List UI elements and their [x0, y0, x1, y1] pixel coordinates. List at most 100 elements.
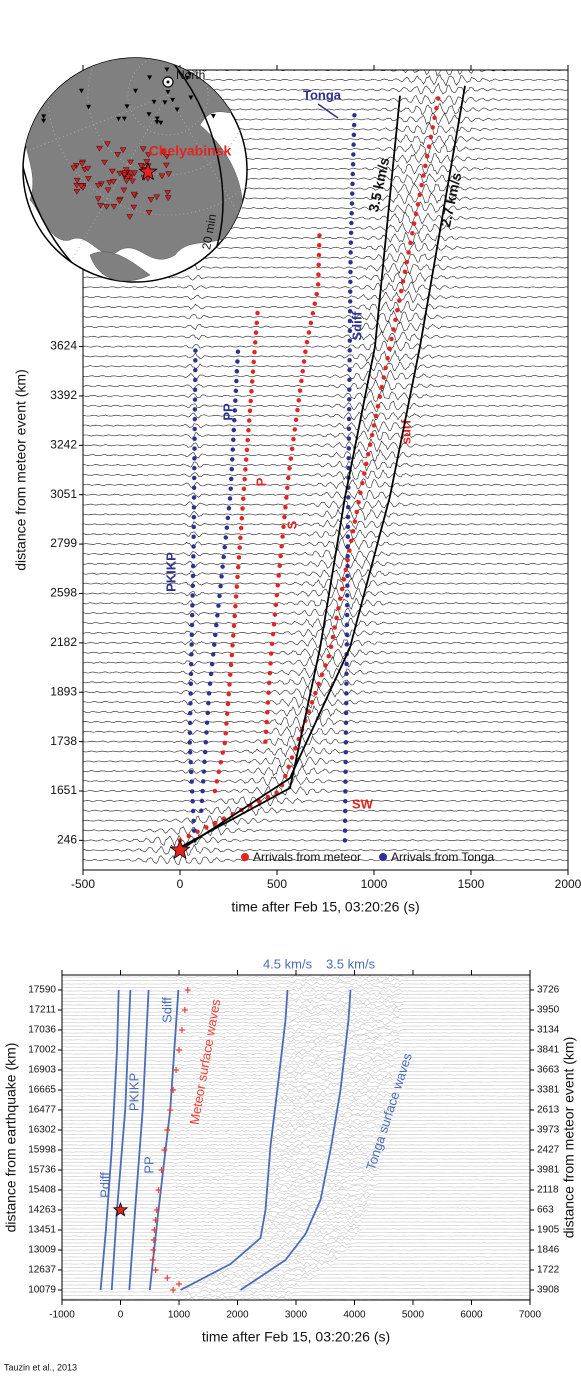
seismogram-trace [83, 378, 568, 392]
background-trace [62, 1093, 530, 1099]
seismogram-trace [83, 834, 568, 848]
cross-marker [178, 1027, 185, 1033]
legend-marker [241, 853, 249, 861]
x-tick-label: 1000 [168, 1310, 191, 1321]
background-trace [62, 1111, 530, 1116]
station [170, 97, 176, 103]
y2-tick-label: 3134 [537, 1025, 560, 1036]
y-axis-label: distance from meteor event (km) [13, 369, 29, 571]
cross-marker [176, 1047, 182, 1053]
station [119, 147, 127, 154]
tonga-arrow [317, 103, 339, 119]
cross-marker [173, 1067, 180, 1073]
x-tick-label: 5000 [402, 1310, 425, 1321]
y2-tick-label: 1722 [537, 1265, 560, 1276]
background-trace [62, 1107, 530, 1113]
station [130, 204, 138, 211]
series-label: Pdiff [97, 1172, 112, 1198]
seismogram-trace [83, 618, 568, 629]
station [109, 48, 114, 53]
y-tick-label: 16903 [28, 1065, 56, 1076]
background-trace [62, 1275, 530, 1281]
seismogram-trace [83, 469, 568, 481]
plot-frame [82, 69, 569, 871]
background-traces [62, 975, 530, 1300]
north-pole-dot [166, 80, 170, 84]
station [158, 173, 166, 180]
background-trace [62, 1265, 530, 1270]
background-trace [62, 995, 530, 1001]
y-tick-label: 17590 [28, 985, 56, 996]
phase-label: Sdiff [349, 311, 364, 341]
seismogram-trace [83, 844, 568, 856]
background-trace [62, 1037, 530, 1043]
background-trace [62, 1230, 530, 1235]
x-tick-label: 3000 [285, 1310, 308, 1321]
series-label: Sdiff [159, 997, 174, 1023]
y-tick-label: 3624 [50, 339, 77, 353]
inset-map [22, 40, 248, 283]
background-trace [62, 1002, 530, 1008]
seismogram-trace [83, 606, 568, 620]
station [109, 50, 114, 55]
station [139, 40, 144, 45]
station [137, 163, 145, 169]
x-tick-label: 0 [177, 877, 184, 891]
background-trace [62, 1058, 530, 1064]
background-trace [62, 1261, 530, 1267]
background-trace [62, 1254, 530, 1260]
background-trace [62, 1097, 530, 1102]
seismogram-trace [83, 411, 568, 421]
arrival-dots [212, 304, 261, 794]
station [104, 141, 111, 147]
seismogram-trace [83, 340, 568, 353]
station [164, 67, 170, 73]
background-trace [62, 1055, 530, 1060]
cross-marker [184, 987, 191, 993]
background-trace [62, 1219, 530, 1225]
seismogram-trace [83, 547, 568, 562]
seismogram-trace [83, 438, 568, 453]
background-trace [62, 1142, 530, 1148]
background-trace [62, 1282, 530, 1288]
y-tick-label: 2598 [50, 586, 77, 600]
y2-tick-label: 2613 [537, 1105, 560, 1116]
y-tick-label: 15408 [28, 1185, 56, 1196]
x-tick-label: 7000 [519, 1310, 542, 1321]
station [116, 171, 124, 177]
series-label: 4.5 km/s [263, 956, 313, 971]
cross-marker [164, 1275, 171, 1281]
phase-label: PP [220, 403, 235, 421]
background-trace [62, 985, 530, 990]
phase-label: PKIKP [163, 552, 178, 592]
background-trace [62, 1044, 530, 1050]
event-star [169, 839, 191, 860]
source-star [138, 161, 158, 181]
station [160, 149, 167, 156]
cross-marker [149, 1257, 156, 1263]
arrival-dots [177, 87, 443, 843]
background-trace [62, 988, 530, 994]
station [124, 104, 130, 109]
station [96, 145, 103, 152]
seismogram-trace [83, 587, 568, 601]
seismogram-trace [83, 369, 568, 383]
station [132, 88, 138, 94]
cross-marker [176, 1281, 182, 1287]
seismogram-trace [83, 419, 568, 433]
seismogram-trace [83, 685, 568, 699]
background-trace [62, 1009, 530, 1015]
station [70, 165, 78, 172]
phase-curve [148, 989, 180, 1291]
background-trace [62, 1191, 530, 1197]
background-trace [62, 1198, 530, 1204]
background-trace [62, 1167, 530, 1172]
y2-tick-label: 663 [537, 1205, 554, 1216]
seismogram-trace [83, 637, 568, 649]
background-trace [62, 1258, 530, 1263]
background-trace [62, 1205, 530, 1210]
background-trace [62, 1083, 530, 1088]
phase-label: P [253, 477, 268, 486]
station [158, 120, 164, 126]
